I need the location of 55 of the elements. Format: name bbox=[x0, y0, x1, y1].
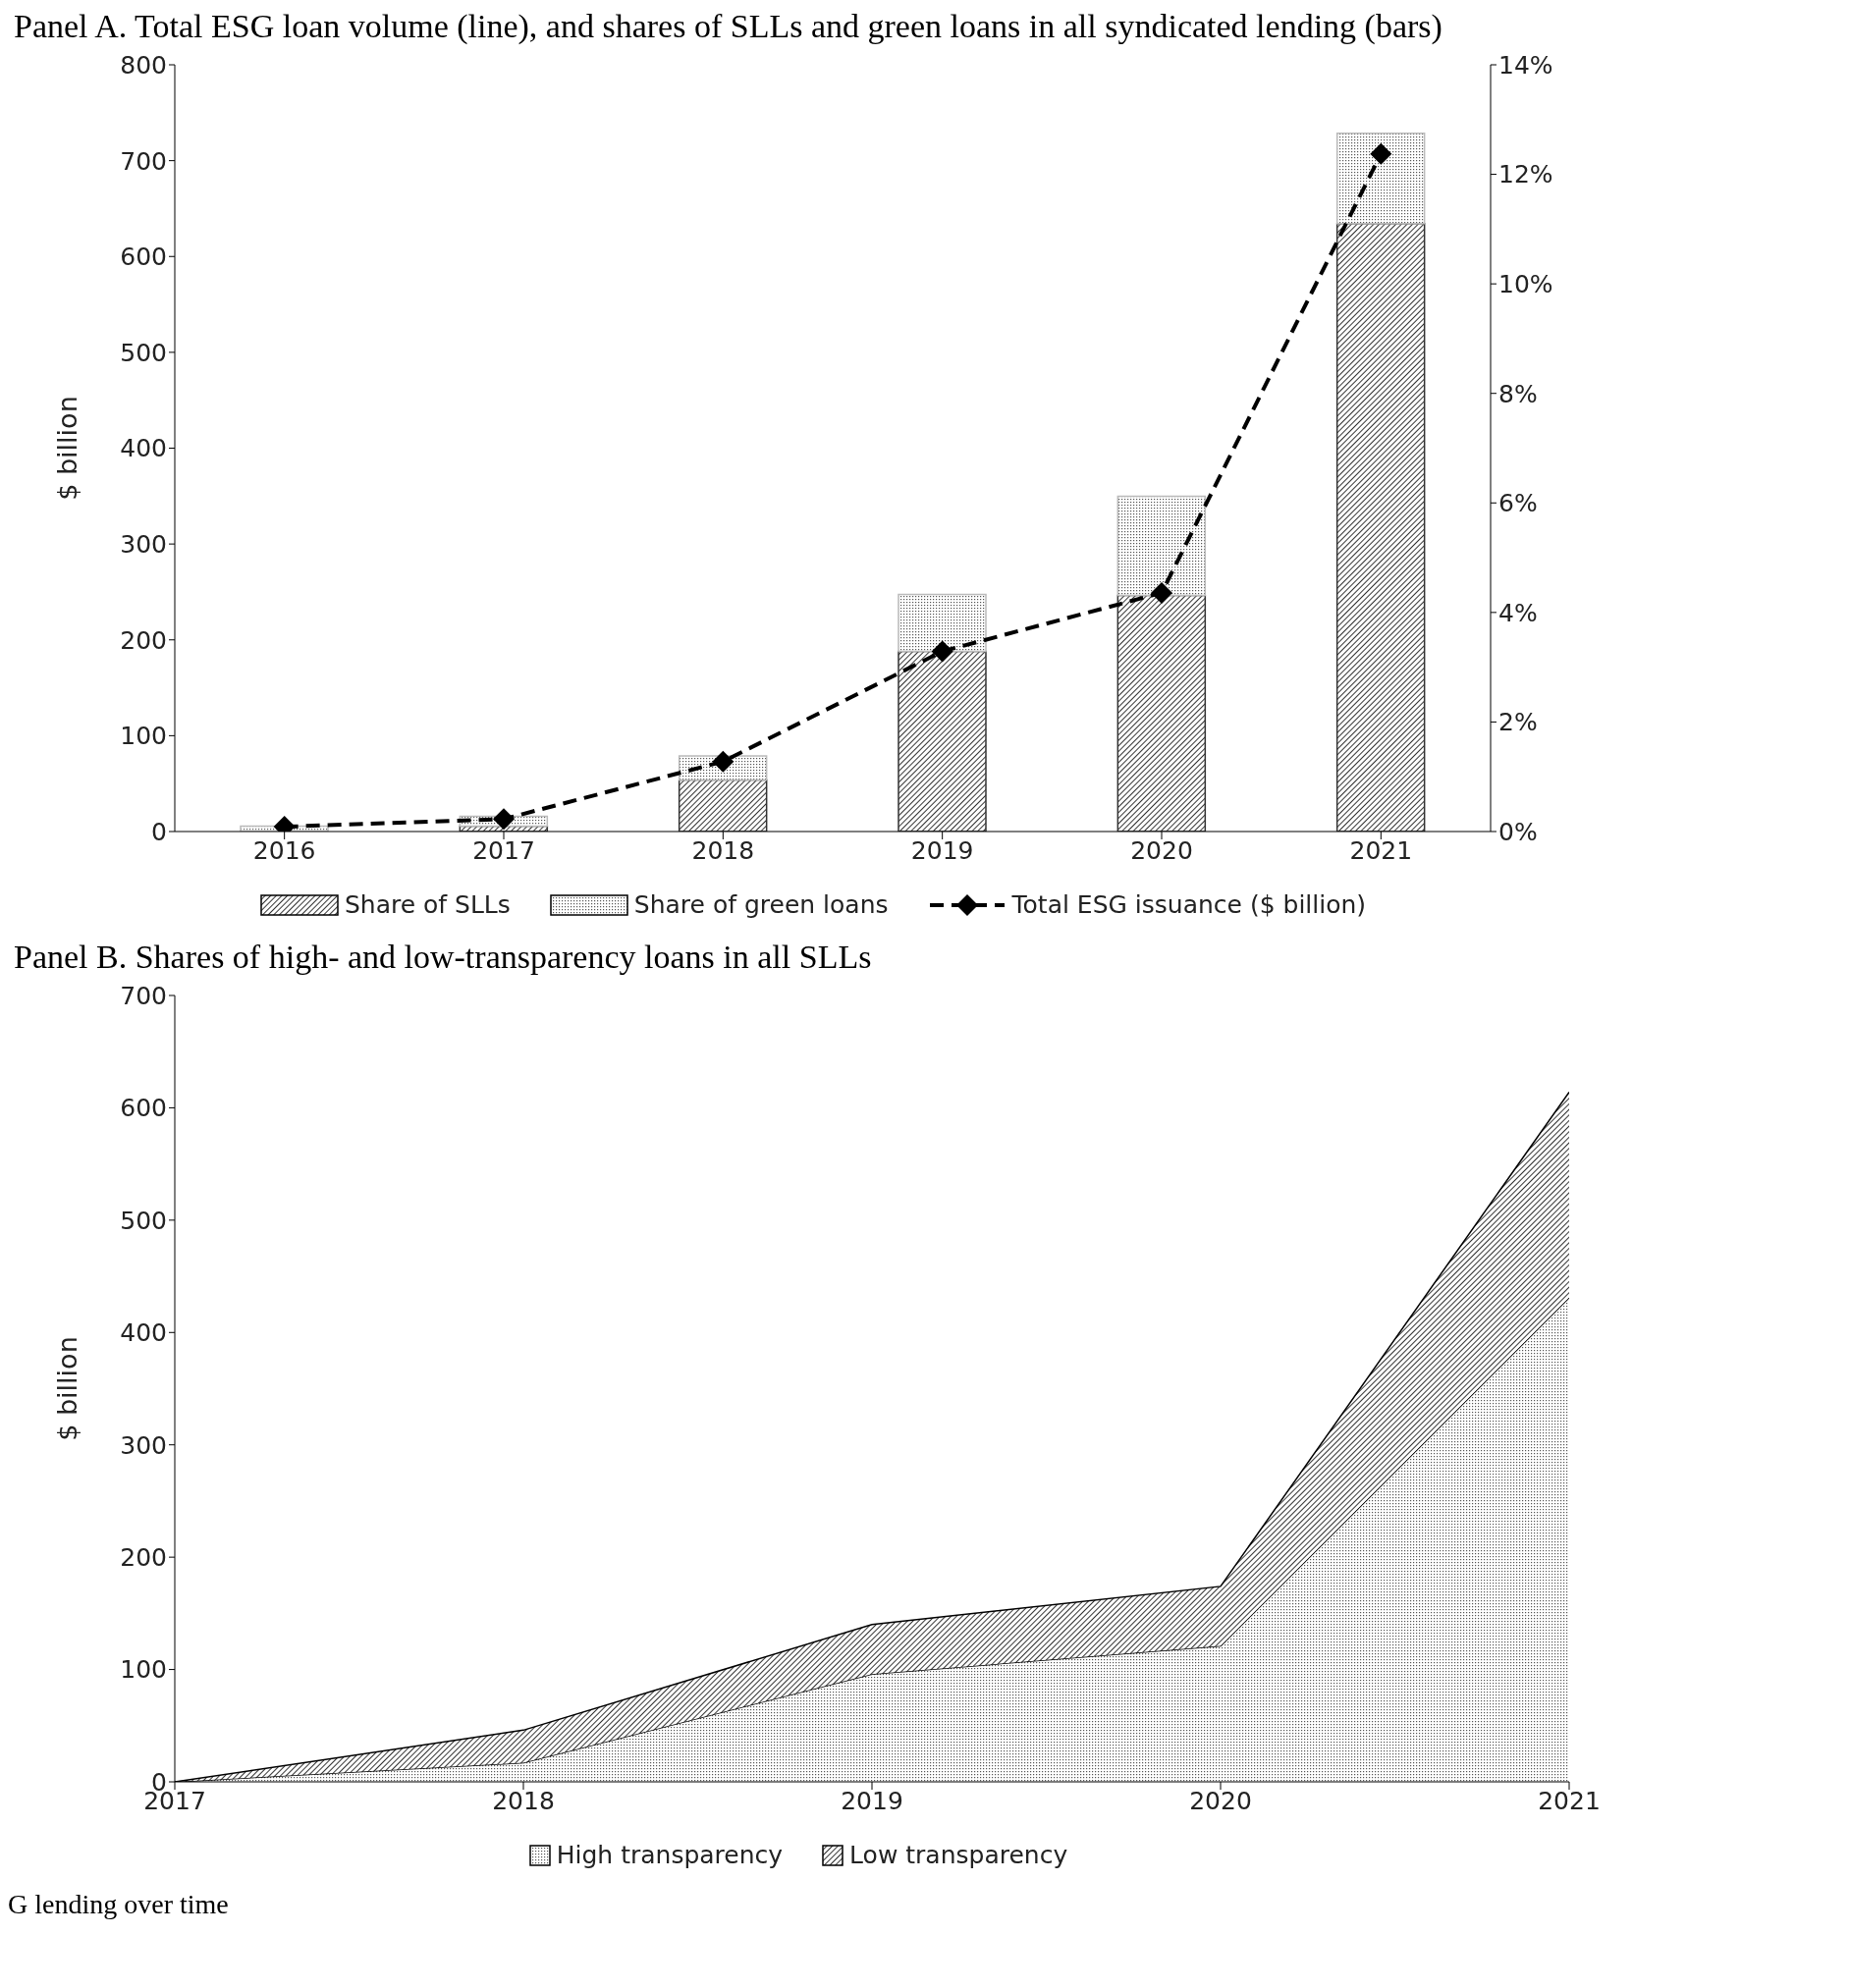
x-tick-label: 2021 bbox=[1538, 1786, 1601, 1815]
y-tick-label: 500 bbox=[120, 338, 167, 367]
y-tick-label: 100 bbox=[120, 1655, 167, 1685]
legend-label: Share of SLLs bbox=[344, 890, 511, 919]
y-tick-label: 0 bbox=[151, 817, 167, 846]
text: G lending over time bbox=[8, 1889, 230, 1920]
y-tick-label: 200 bbox=[120, 1543, 167, 1573]
y2-tick-label: 10% bbox=[1498, 270, 1553, 299]
x-tick-label: 2018 bbox=[492, 1786, 555, 1815]
y2-tick-label: 4% bbox=[1498, 598, 1538, 627]
bar bbox=[1335, 223, 1426, 832]
y-tick-label: 600 bbox=[120, 1094, 167, 1123]
point bbox=[931, 640, 953, 663]
y2-tick-label: 2% bbox=[1498, 708, 1538, 737]
y2-tick-label: 12% bbox=[1498, 160, 1553, 189]
x-tick-label: 2020 bbox=[1130, 835, 1193, 865]
y2-tick-label: 0% bbox=[1498, 817, 1538, 846]
y-axis-title: $ billion bbox=[51, 396, 82, 501]
x-tick-label: 2016 bbox=[252, 835, 316, 865]
chart-title: Panel A. Total ESG loan volume (line), and shares of SLLs and green loans in all syndicated lending (bars) bbox=[14, 8, 1443, 45]
y-tick-label: 800 bbox=[120, 50, 167, 80]
legend-label: Share of green loans bbox=[633, 890, 889, 919]
y-tick-label: 300 bbox=[120, 1430, 167, 1460]
legend-label: Low transparency bbox=[849, 1841, 1068, 1869]
y-tick-label: 400 bbox=[120, 434, 167, 463]
y-tick-label: 300 bbox=[120, 530, 167, 559]
x-tick-label: 2019 bbox=[910, 835, 974, 865]
y-tick-label: 700 bbox=[120, 146, 167, 176]
y-tick-label: 500 bbox=[120, 1206, 167, 1235]
y2-tick-label: 14% bbox=[1498, 50, 1553, 80]
bar bbox=[898, 593, 987, 653]
point bbox=[1151, 581, 1172, 604]
bar bbox=[1116, 495, 1207, 597]
legend-label: High transparency bbox=[556, 1841, 784, 1869]
bar bbox=[678, 779, 768, 832]
y2-tick-label: 8% bbox=[1498, 379, 1538, 408]
x-tick-label: 2018 bbox=[691, 835, 755, 865]
bar bbox=[1116, 594, 1207, 832]
bar bbox=[898, 650, 987, 832]
y-axis-title: $ billion bbox=[51, 1336, 82, 1441]
x-tick-label: 2020 bbox=[1189, 1786, 1252, 1815]
x-tick-label: 2019 bbox=[841, 1786, 903, 1815]
legend-label: Total ESG issuance ($ billion) bbox=[1011, 890, 1367, 919]
x-tick-label: 2017 bbox=[472, 835, 535, 865]
point bbox=[1370, 142, 1392, 165]
y-tick-label: 600 bbox=[120, 242, 167, 272]
y-tick-label: 400 bbox=[120, 1318, 167, 1348]
y-tick-label: 100 bbox=[120, 722, 167, 751]
point bbox=[493, 808, 515, 831]
y-tick-label: 200 bbox=[120, 625, 167, 655]
y-tick-label: 700 bbox=[120, 981, 167, 1010]
x-tick-label: 2021 bbox=[1349, 835, 1413, 865]
y2-tick-label: 6% bbox=[1498, 489, 1538, 518]
chart-title: Panel B. Shares of high- and low-transparency loans in all SLLs bbox=[14, 939, 873, 976]
bar bbox=[1335, 132, 1426, 225]
